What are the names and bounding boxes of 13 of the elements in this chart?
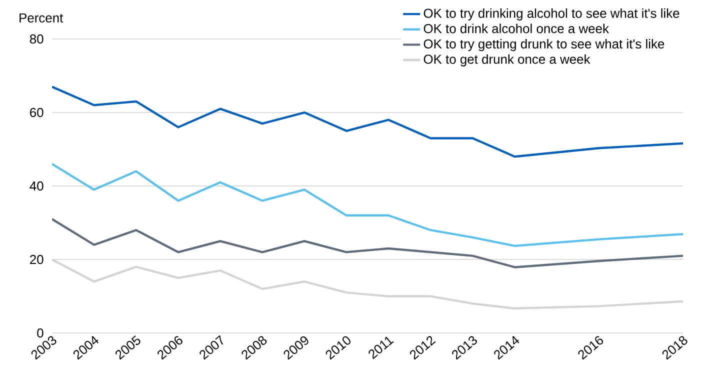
legend-label: OK to try getting drunk to see what it's like <box>424 39 664 52</box>
line-series <box>52 218 684 268</box>
y-tick-label: 60 <box>30 108 44 118</box>
legend-label: OK to get drunk once a week <box>424 54 590 66</box>
line-series <box>52 162 684 247</box>
line-series <box>52 86 684 158</box>
y-tick-label: 80 <box>30 34 44 44</box>
y-tick-label: 20 <box>30 254 44 264</box>
y-axis-title: Percent <box>20 13 64 22</box>
legend-label: OK to drink alcohol once a week <box>424 24 609 34</box>
y-tick-label: 0 <box>37 328 44 338</box>
y-tick-label: 40 <box>30 181 44 191</box>
legend-label: OK to try drinking alcohol to see what it's like <box>424 8 680 20</box>
